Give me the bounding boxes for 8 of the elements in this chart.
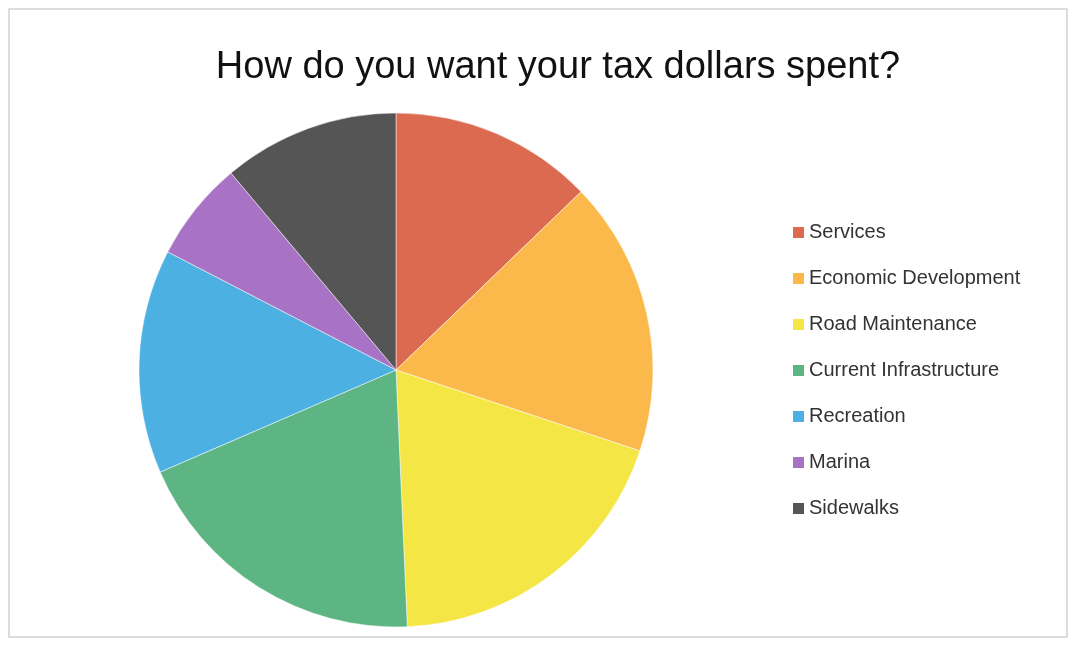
legend-label: Current Infrastructure <box>809 358 1000 380</box>
chart-title: How do you want your tax dollars spent? <box>215 44 901 86</box>
legend-label: Marina <box>809 450 872 472</box>
legend-label: Services <box>809 220 886 242</box>
legend-label: Road Maintenance <box>809 312 977 334</box>
legend-label: Economic Development <box>809 266 1021 288</box>
legend-label: Sidewalks <box>809 496 900 518</box>
legend-label: Recreation <box>809 404 906 426</box>
